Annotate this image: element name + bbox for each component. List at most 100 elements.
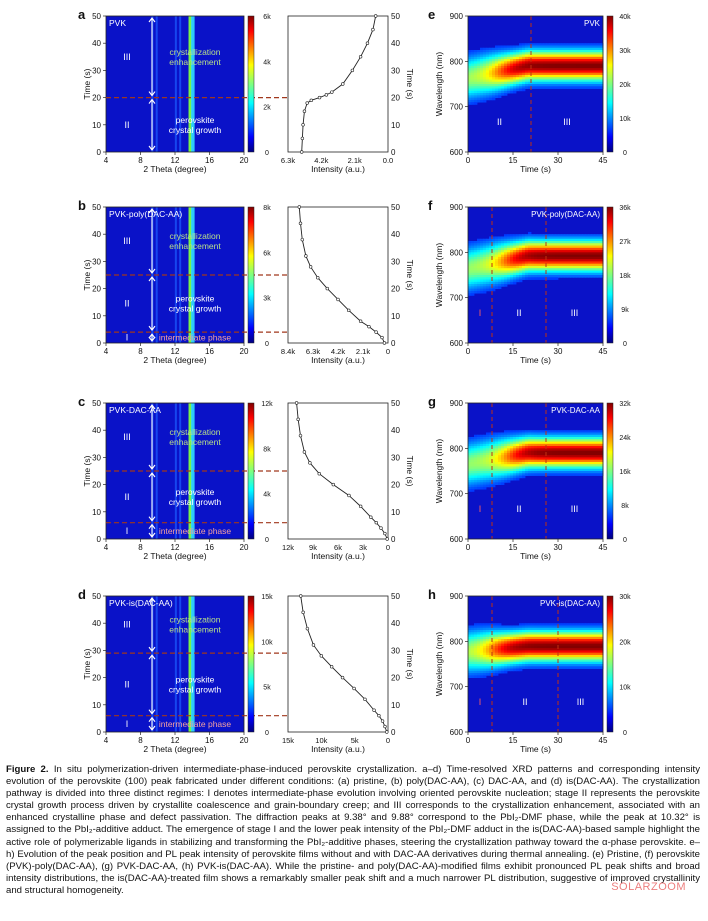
- pl-heatmap-cell: [552, 70, 556, 74]
- pl-heatmap-cell: [525, 641, 529, 644]
- pl-heatmap-cell: [528, 238, 532, 242]
- pl-heatmap-cell: [549, 466, 553, 470]
- pl-heatmap-cell: [537, 272, 541, 276]
- pl-heatmap-cell: [558, 254, 562, 258]
- pl-heatmap-cell: [480, 47, 484, 51]
- profile-time-tick-label: 20: [391, 481, 400, 490]
- pl-heatmap-cell: [495, 636, 499, 640]
- pl-heatmap-cell: [516, 77, 520, 80]
- pl-heatmap-cell: [513, 457, 517, 461]
- stage-arrow-head-down: [148, 145, 156, 151]
- intensity-profile-point: [299, 594, 303, 598]
- pl-heatmap-cell: [468, 643, 472, 647]
- intensity-profile-point: [352, 686, 356, 691]
- pl-heatmap-cell: [492, 245, 496, 249]
- pl-heatmap-cell: [474, 636, 478, 640]
- pl-colorbar-tick-label: 32k: [619, 401, 631, 408]
- pl-heatmap-cell: [516, 636, 520, 640]
- pl-heatmap-cell: [504, 659, 508, 663]
- pl-heatmap-cell: [537, 84, 541, 87]
- pl-heatmap-cell: [492, 459, 496, 463]
- pl-heatmap-cell: [591, 238, 595, 242]
- pl-heatmap-cell: [561, 63, 565, 67]
- pl-heatmap-cell: [522, 272, 526, 276]
- pl-heatmap-cell: [591, 86, 595, 89]
- pl-heatmap-cell: [561, 259, 565, 262]
- pl-heatmap-cell: [585, 650, 589, 654]
- pl-heatmap-cell: [570, 263, 574, 267]
- pl-colorbar-tick-label: 20k: [619, 82, 631, 89]
- pl-heatmap-cell: [588, 250, 592, 253]
- pl-heatmap-cell: [477, 450, 481, 454]
- pl-heatmap-cell: [546, 63, 550, 67]
- pl-heatmap-cell: [597, 45, 601, 49]
- pl-heatmap-cell: [579, 630, 583, 633]
- pl-heatmap-cell: [501, 254, 505, 258]
- pl-heatmap-cell: [471, 452, 475, 456]
- pl-heatmap-cell: [522, 627, 526, 631]
- pl-heatmap-cell: [480, 81, 484, 85]
- pl-heatmap-cell: [477, 238, 481, 242]
- stage-label-text: crystallization: [169, 231, 220, 241]
- pl-heatmap-cell: [528, 654, 532, 658]
- pl-heatmap-cell: [522, 252, 526, 255]
- pl-heatmap-cell: [582, 659, 586, 663]
- pl-heatmap-cell: [516, 65, 520, 69]
- pl-heatmap-cell: [570, 47, 574, 51]
- pl-heatmap-cell: [567, 636, 571, 640]
- pl-heatmap-cell: [534, 47, 538, 51]
- pl-heatmap-cell: [549, 68, 553, 71]
- pl-heatmap-cell: [510, 54, 514, 58]
- pl-heatmap-cell: [543, 72, 547, 76]
- pl-heatmap-cell: [588, 659, 592, 663]
- pl-heatmap-cell: [582, 639, 586, 642]
- pl-heatmap-cell: [540, 272, 544, 276]
- pl-heatmap-cell: [534, 45, 538, 49]
- pl-heatmap-cell: [588, 261, 592, 265]
- pl-heatmap-cell: [489, 259, 493, 262]
- pl-heatmap-cell: [495, 661, 499, 665]
- pl-heatmap-cell: [516, 68, 520, 71]
- pl-heatmap-cell: [519, 432, 523, 436]
- pl-heatmap-cell: [579, 650, 583, 654]
- pl-heatmap-cell: [573, 643, 577, 647]
- pl-heatmap-cell: [537, 643, 541, 647]
- pl-heatmap-cell: [477, 477, 481, 481]
- pl-heatmap-cell: [519, 666, 523, 669]
- pl-heatmap-cell: [594, 45, 598, 49]
- pl-heatmap-cell: [471, 284, 475, 287]
- pl-heatmap-cell: [477, 245, 481, 249]
- pl-heatmap-cell: [477, 52, 481, 55]
- pl-heatmap-cell: [483, 65, 487, 69]
- pl-heatmap-cell: [504, 466, 508, 470]
- pl-heatmap-cell: [483, 275, 487, 278]
- pl-heatmap-cell: [492, 97, 496, 101]
- pl-heatmap-cell: [540, 63, 544, 67]
- pl-heatmap-cell: [522, 441, 526, 445]
- pl-heatmap-cell: [513, 247, 517, 251]
- pl-heatmap-cell: [486, 56, 490, 60]
- pl-heatmap-cell: [510, 659, 514, 663]
- pl-heatmap-cell: [549, 630, 553, 633]
- pl-heatmap-cell: [552, 43, 556, 46]
- pl-heatmap-cell: [594, 268, 598, 271]
- pl-heatmap-cell: [537, 234, 541, 237]
- pl-heatmap-cell: [552, 268, 556, 271]
- pl-heatmap-cell: [546, 657, 550, 660]
- pl-heatmap-cell: [534, 263, 538, 267]
- pl-heatmap-cell: [483, 480, 487, 483]
- pl-heatmap-cell: [531, 466, 535, 470]
- pl-heatmap-cell: [579, 56, 583, 60]
- pl-heatmap-cell: [555, 443, 559, 447]
- pl-heatmap-cell: [534, 72, 538, 76]
- pl-heatmap-cell: [522, 661, 526, 665]
- pl-heatmap-cell: [597, 634, 601, 638]
- pl-heatmap-cell: [564, 52, 568, 55]
- pl-heatmap-cell: [528, 648, 532, 651]
- pl-heatmap-cell: [489, 464, 493, 467]
- pl-heatmap-cell: [594, 272, 598, 276]
- pl-heatmap-cell: [579, 634, 583, 638]
- pl-heatmap-cell: [471, 675, 475, 678]
- pl-heatmap-cell: [540, 79, 544, 83]
- pl-heatmap-cell: [489, 450, 493, 454]
